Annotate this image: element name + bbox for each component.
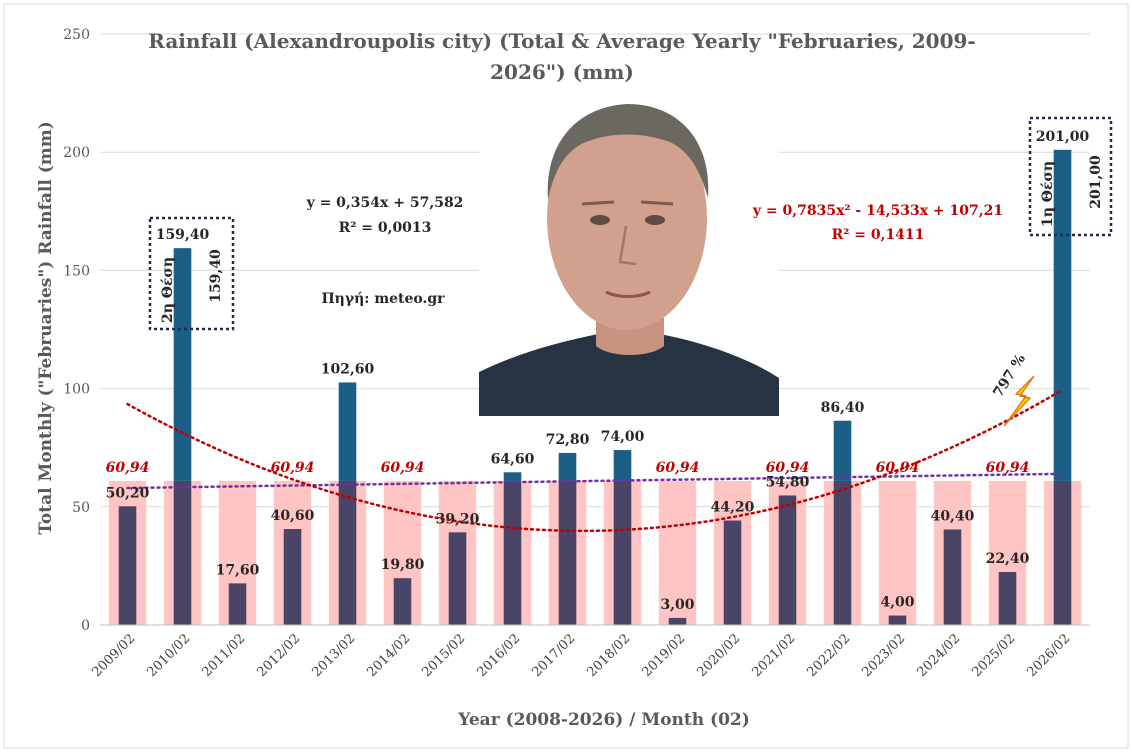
- linear-trendline: [126, 472, 1064, 490]
- bar-value-label: 40,40: [931, 508, 975, 524]
- rainfall-bar-above-average: [558, 452, 577, 481]
- bar-value-label: 50,20: [106, 485, 150, 501]
- linear-trend-r2: R² = 0,0013: [339, 220, 432, 236]
- x-axis-title: Year (2008-2026) / Month (02): [457, 710, 750, 730]
- rainfall-bar-above-average: [503, 472, 522, 481]
- bar-value-label: 201,00: [1036, 129, 1090, 145]
- rainfall-bar: [503, 480, 522, 625]
- average-value-label: 60,94: [986, 460, 1030, 476]
- rainfall-bar-above-average: [613, 450, 632, 481]
- trendlines: [126, 388, 1064, 533]
- average-value-label: 60,94: [271, 460, 315, 476]
- bar-value-label: 54,80: [766, 474, 810, 490]
- rainfall-bar: [1053, 480, 1072, 625]
- y-axis-ticks: 0 50 100 150 200 250: [63, 27, 90, 634]
- rainfall-bar: [668, 617, 687, 625]
- average-bar: [878, 480, 917, 625]
- data-labels: 50,20 159,40 17,60 40,60 102,60 19,80 39,20 64,…: [106, 129, 1090, 613]
- rainfall-bar: [723, 520, 742, 625]
- rainfall-bar: [393, 578, 412, 625]
- chart-border: [3, 3, 1129, 749]
- first-place-value: 201,00: [1088, 155, 1104, 209]
- rainfall-bar: [118, 506, 137, 625]
- chart-title-line1: Rainfall (Alexandroupolis city) (Total &…: [148, 29, 975, 53]
- source-label: Πηγή: meteo.gr: [321, 291, 445, 307]
- average-value-label: 60,94: [381, 460, 425, 476]
- average-value-label: 60,94: [656, 460, 700, 476]
- bar-value-label: 39,20: [436, 511, 480, 527]
- poly-trend-r2: R² = 0,1411: [832, 227, 925, 243]
- rainfall-bar: [888, 615, 907, 625]
- poly-trend-equation: y = 0,7835x² - 14,533x + 107,21: [752, 203, 1003, 219]
- bar-value-label: 64,60: [491, 451, 535, 467]
- rainfall-bars: [118, 149, 1072, 625]
- rainfall-bar: [943, 529, 962, 625]
- rainfall-bar: [558, 480, 577, 625]
- rainfall-bar: [778, 495, 797, 625]
- bar-value-label: 102,60: [321, 361, 375, 377]
- rainfall-bar: [613, 480, 632, 625]
- rainfall-bar: [338, 480, 357, 625]
- rainfall-bar-above-average: [833, 420, 852, 481]
- portrait-photo: [479, 96, 779, 416]
- rainfall-bar-above-average: [1053, 149, 1072, 481]
- bar-value-label: 40,60: [271, 508, 315, 524]
- y-tick-label: 100: [63, 382, 90, 398]
- y-axis-title: Total Monthly ("Februaries") Rainfall (m…: [36, 121, 56, 535]
- polynomial-trendline: [126, 388, 1064, 533]
- rainfall-bar: [283, 529, 302, 625]
- bar-value-label: 72,80: [546, 432, 590, 448]
- average-bar: [658, 480, 697, 625]
- rainfall-bar: [173, 480, 192, 625]
- second-place-value: 159,40: [208, 249, 224, 303]
- y-tick-label: 200: [63, 145, 90, 161]
- rainfall-bar: [833, 480, 852, 625]
- bar-value-label: 17,60: [216, 562, 260, 578]
- bar-value-label: 19,80: [381, 557, 425, 573]
- first-place-text: 1η Θέση: [1040, 161, 1056, 227]
- second-place-text: 2η Θέση: [160, 257, 176, 323]
- rainfall-bar: [228, 583, 247, 625]
- bar-value-label: 86,40: [821, 400, 865, 416]
- bar-value-label: 74,00: [601, 429, 645, 445]
- y-tick-label: 150: [63, 263, 90, 279]
- rainfall-bar: [448, 532, 467, 625]
- second-place-callout: 2η Θέση 159,40: [148, 216, 235, 331]
- first-place-frame: [1028, 116, 1113, 237]
- average-value-label: 60,94: [766, 460, 810, 476]
- bar-value-label: 22,40: [986, 551, 1030, 567]
- y-tick-label: 0: [81, 618, 90, 634]
- y-tick-label: 50: [72, 500, 90, 516]
- first-place-callout: 1η Θέση 201,00: [1028, 116, 1113, 237]
- y-tick-label: 250: [63, 27, 90, 43]
- rainfall-bar-above-average: [338, 382, 357, 481]
- average-value-label: 60,94: [876, 460, 920, 476]
- lightning-icon: [1003, 375, 1035, 427]
- bar-value-label: 159,40: [156, 227, 210, 243]
- rainfall-bar-above-average: [173, 248, 192, 481]
- second-place-frame: [148, 216, 235, 331]
- bar-value-label: 3,00: [660, 597, 694, 613]
- bar-value-label: 4,00: [880, 595, 914, 611]
- average-value-label: 60,94: [106, 460, 150, 476]
- linear-trend-equation: y = 0,354x + 57,582: [306, 195, 464, 211]
- rainfall-bar: [998, 572, 1017, 625]
- chart-title-line2: 2026") (mm): [490, 60, 634, 84]
- bar-value-label: 44,20: [711, 500, 755, 516]
